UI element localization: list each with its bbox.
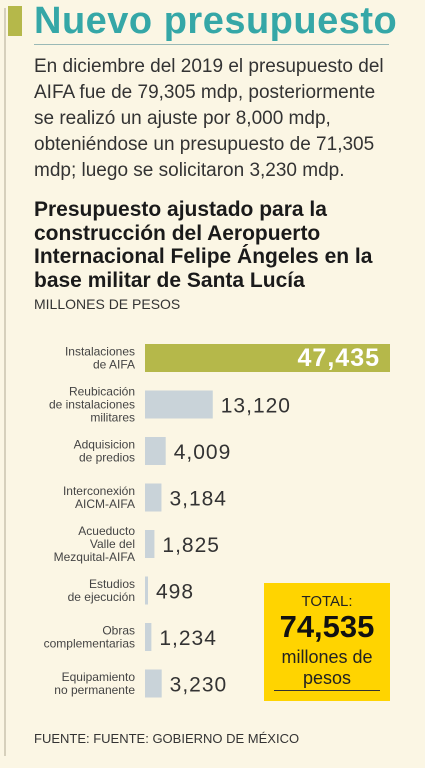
category-label: Mezquital-AIFA (54, 550, 135, 564)
category-label: Instalaciones (65, 345, 135, 359)
bar (145, 669, 162, 698)
title-divider (34, 44, 389, 45)
total-value: 74,535 (279, 609, 375, 644)
bar (145, 530, 155, 558)
category-label: complementarias (44, 637, 135, 651)
category-label: Obras (102, 624, 135, 638)
category-label: de ejecución (68, 590, 135, 604)
category-label: Interconexión (63, 484, 135, 498)
category-label: Adquisicion (74, 438, 135, 452)
category-label: de instalaciones (49, 398, 135, 412)
bar (145, 576, 148, 605)
source-note: FUENTE: FUENTE: GOBIERNO DE MÉXICO (34, 731, 300, 746)
page-title: Nuevo presupuesto (34, 0, 398, 42)
category-label: de AIFA (93, 358, 135, 372)
category-label: AICM-AIFA (75, 497, 135, 511)
accent-bar (8, 6, 22, 36)
bar (145, 390, 213, 419)
category-label: Valle del (90, 537, 135, 551)
bar (145, 623, 152, 651)
bar-value-label: 4,009 (174, 441, 232, 464)
total-underline (274, 690, 380, 691)
total-unit: millones de pesos (264, 647, 390, 689)
bar-value-label: 1,234 (159, 627, 217, 650)
left-frame-line (4, 8, 6, 756)
category-label: militares (90, 411, 135, 425)
intro-paragraph: En diciembre del 2019 el presupuesto del… (34, 56, 384, 181)
category-label: Reubicación (69, 385, 135, 399)
category-label: no permanente (54, 683, 135, 697)
total-unit-line1: millones de (281, 647, 373, 667)
bar-value-label: 3,230 (170, 674, 228, 697)
bar-value-label: 3,184 (169, 488, 227, 511)
total-label: TOTAL: (301, 593, 353, 610)
bar (145, 437, 166, 465)
total-box: TOTAL: 74,535 millones de pesos (264, 583, 390, 701)
bar-value-label: 13,120 (221, 395, 291, 418)
chart-title: Presupuesto ajustado para la construcció… (34, 198, 373, 292)
category-label: Estudios (89, 577, 135, 591)
category-label: Equipamiento (62, 670, 136, 684)
bar-value-label: 1,825 (162, 534, 220, 557)
chart-units: MILLONES DE PESOS (34, 296, 181, 312)
category-label: Acueducto (78, 524, 135, 538)
total-unit-line2: pesos (302, 668, 352, 688)
category-label: de predios (79, 451, 135, 465)
bar-value-label: 498 (156, 581, 194, 604)
bar (145, 483, 162, 512)
bar-value-label: 47,435 (298, 344, 380, 372)
bar (145, 344, 390, 372)
